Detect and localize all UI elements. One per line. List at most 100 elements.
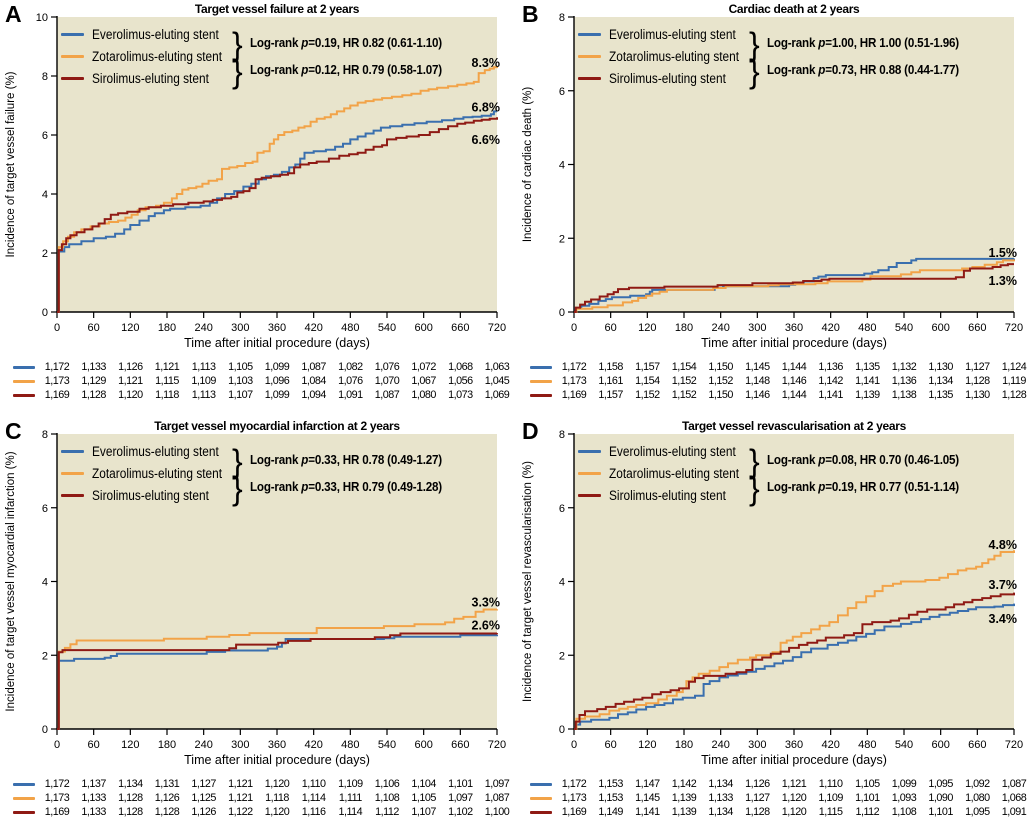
at-risk-value: 1,153 <box>598 792 623 804</box>
legend-line-swatch <box>578 471 601 475</box>
legend-line-swatch <box>578 54 601 58</box>
x-axis-label: Time after initial procedure (days) <box>701 753 887 767</box>
panel-b: B Cardiac death at 2 years 0 2 4 6 8 0 60 120 18… <box>517 0 1033 416</box>
brace-glyph: } <box>232 25 243 63</box>
at-risk-value: 1,146 <box>781 375 807 387</box>
at-risk-value: 1,070 <box>374 375 400 387</box>
at-risk-value: 1,105 <box>228 361 253 373</box>
panel-letter: B <box>522 1 539 27</box>
km-curve-zotarolimus <box>574 550 1015 730</box>
at-risk-value: 1,139 <box>855 389 880 401</box>
brace-glyph: } <box>749 469 760 507</box>
at-risk-value: 1,092 <box>965 778 990 790</box>
x-tick-label: 660 <box>968 322 986 334</box>
at-risk-value: 1,173 <box>561 792 587 804</box>
at-risk-value: 1,169 <box>561 806 587 818</box>
log-rank-stat: Log-rank p=0.73, HR 0.88 (0.44-1.77) <box>767 63 960 77</box>
y-axis-label: Incidence of cardiac death (%) <box>522 87 534 243</box>
x-tick-label: 720 <box>488 739 506 751</box>
at-risk-value: 1,056 <box>448 375 473 387</box>
legend-item: Zotarolimus-eluting stent <box>578 48 757 64</box>
x-tick-label: 540 <box>895 739 913 751</box>
km-curve-sirolimus <box>574 592 1015 730</box>
at-risk-value: 1,105 <box>411 792 436 804</box>
y-tick-label: 4 <box>559 577 565 589</box>
at-risk-value: 1,136 <box>818 361 843 373</box>
at-risk-row: 1,173 1,129 1,121 1,115 1,109 1,103 1,096 1,084… <box>0 375 516 388</box>
at-risk-value: 1,157 <box>598 389 623 401</box>
at-risk-value: 1,133 <box>708 792 733 804</box>
plot-area <box>57 434 497 729</box>
x-tick-label: 0 <box>54 322 60 334</box>
legend-item: Zotarolimus-eluting stent <box>61 48 240 64</box>
at-risk-value: 1,113 <box>191 389 216 401</box>
log-rank-stat: Log-rank p=0.19, HR 0.82 (0.61-1.10) <box>250 36 443 50</box>
y-axis-label: Incidence of target vessel revascularisa… <box>522 461 534 702</box>
y-tick-label: 6 <box>559 503 565 515</box>
at-risk-value: 1,087 <box>301 361 326 373</box>
at-risk-value: 1,134 <box>928 375 953 387</box>
at-risk-value: 1,128 <box>118 792 143 804</box>
log-rank-stat: Log-rank p=0.12, HR 0.79 (0.58-1.07) <box>250 63 443 77</box>
panel-a: A Target vessel failure at 2 years 0 2 4 6 8… <box>0 0 516 416</box>
at-risk-value: 1,121 <box>228 778 253 790</box>
at-risk-value: 1,087 <box>484 792 510 804</box>
at-risk-row-swatch <box>530 811 552 814</box>
legend-item: Everolimus-eluting stent <box>578 26 753 42</box>
at-risk-value: 1,114 <box>301 792 326 804</box>
x-tick-label: 240 <box>711 739 729 751</box>
legend-item: Sirolimus-eluting stent <box>578 487 742 503</box>
at-risk-value: 1,148 <box>745 375 770 387</box>
x-tick-label: 120 <box>121 739 139 751</box>
at-risk-value: 1,102 <box>448 806 473 818</box>
at-risk-value: 1,109 <box>338 778 363 790</box>
at-risk-value: 1,141 <box>855 375 880 387</box>
at-risk-row: 1,169 1,157 1,152 1,152 1,150 1,146 1,144 1,141… <box>517 389 1033 402</box>
km-plot: 0 2 4 6 8 10 0 60 120 180 240 300 360 420 480 540 600 660… <box>5 12 506 350</box>
x-tick-label: 360 <box>785 322 803 334</box>
x-tick-label: 660 <box>451 739 469 751</box>
x-axis-label: Time after initial procedure (days) <box>184 336 370 350</box>
at-risk-row-swatch <box>13 366 35 369</box>
x-tick-label: 540 <box>378 739 396 751</box>
x-tick-label: 540 <box>378 322 396 334</box>
x-tick-label: 360 <box>785 739 803 751</box>
at-risk-value: 1,093 <box>891 792 917 804</box>
plot-area <box>574 17 1014 312</box>
x-tick-label: 720 <box>1005 322 1023 334</box>
at-risk-value: 1,118 <box>155 389 179 401</box>
at-risk-value: 1,103 <box>228 375 253 387</box>
at-risk-value: 1,067 <box>411 375 436 387</box>
at-risk-value: 1,125 <box>191 792 216 804</box>
at-risk-value: 1,121 <box>154 361 180 373</box>
panel-letter: C <box>5 418 22 444</box>
at-risk-value: 1,173 <box>561 375 587 387</box>
x-tick-label: 120 <box>638 739 656 751</box>
x-tick-label: 300 <box>231 739 249 751</box>
x-tick-label: 480 <box>341 322 359 334</box>
at-risk-value: 1,169 <box>44 806 70 818</box>
km-plot: 0 2 4 6 8 0 60 120 180 240 300 360 420 480 540 600 660 72… <box>5 429 506 767</box>
y-tick-label: 4 <box>42 189 48 201</box>
y-axis-label: Incidence of target vessel failure (%) <box>5 71 17 257</box>
y-axis-label: Incidence of target vessel myocardial in… <box>5 451 17 711</box>
at-risk-value: 1,072 <box>411 361 436 373</box>
legend-item: Sirolimus-eluting stent <box>61 70 225 86</box>
at-risk-row-swatch <box>13 380 35 383</box>
x-tick-label: 420 <box>304 322 322 334</box>
y-tick-label: 2 <box>42 650 48 662</box>
legend-line-swatch <box>61 449 84 453</box>
at-risk-value: 1,144 <box>781 361 807 373</box>
at-risk-value: 1,115 <box>818 806 843 818</box>
at-risk-value: 1,144 <box>781 389 807 401</box>
x-tick-label: 60 <box>88 739 100 751</box>
at-risk-value: 1,158 <box>598 361 623 373</box>
km-curve-sirolimus <box>57 117 498 313</box>
x-tick-label: 0 <box>54 739 60 751</box>
curve-end-label: 3.7% <box>989 578 1018 592</box>
at-risk-value: 1,137 <box>81 778 106 790</box>
at-risk-row-swatch <box>530 797 552 800</box>
y-tick-label: 0 <box>559 307 565 319</box>
legend-item: Everolimus-eluting stent <box>578 443 753 459</box>
